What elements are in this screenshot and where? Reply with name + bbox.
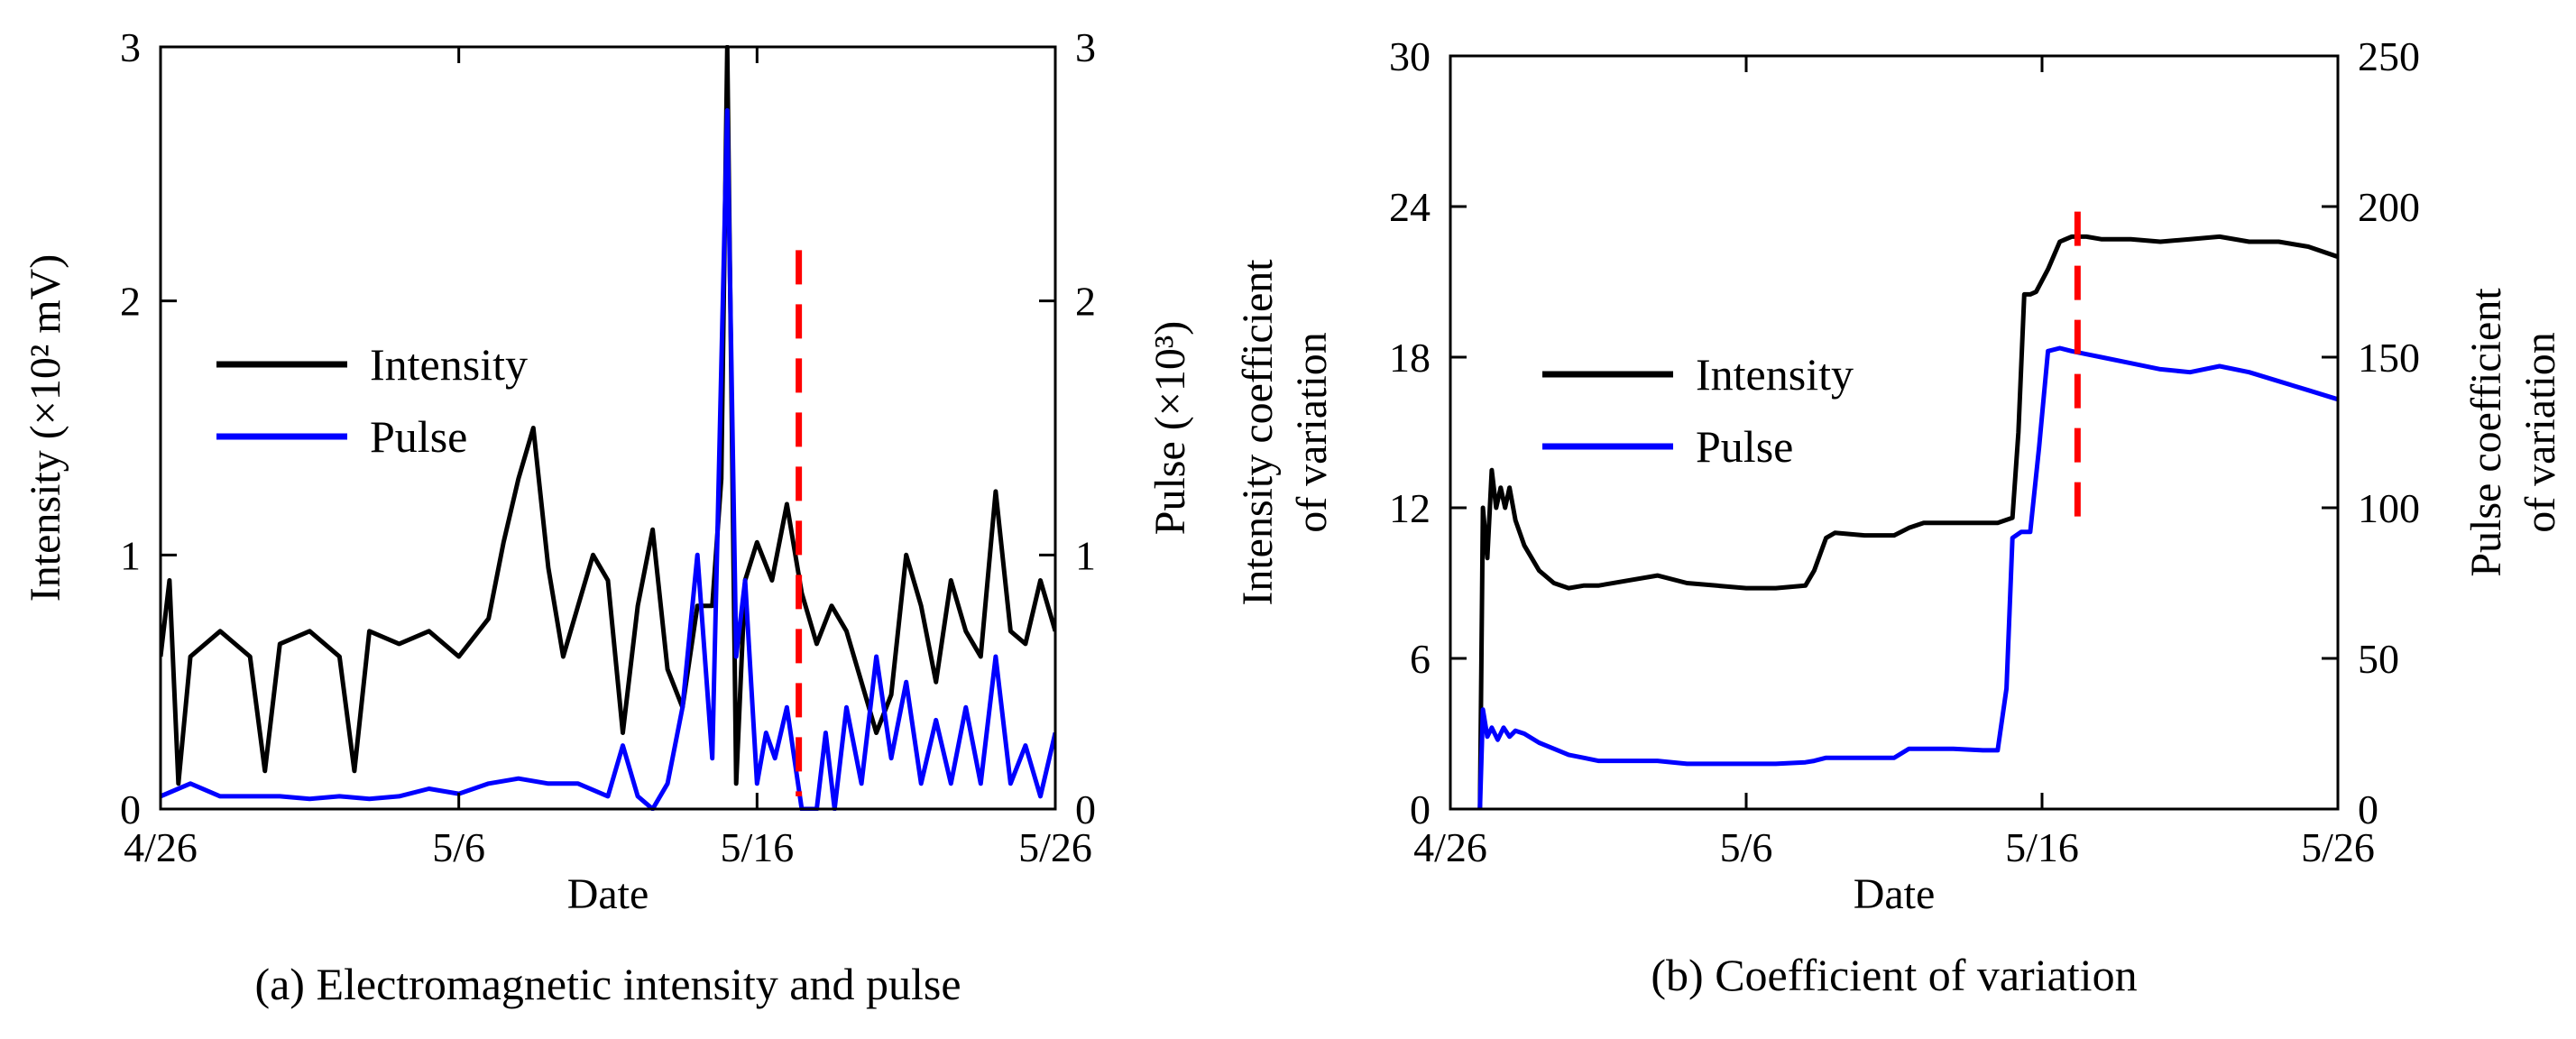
y-left-tick-label: 0 — [120, 786, 141, 832]
y-left-tick-label: 30 — [1389, 33, 1431, 79]
plot-frame — [1449, 54, 2340, 811]
x-tick-label: 4/26 — [124, 824, 198, 870]
legend-label-intensity: Intensity — [1696, 349, 1854, 400]
y-left-tick-label: 6 — [1410, 636, 1431, 682]
y-left-tick-label: 24 — [1389, 184, 1431, 230]
y-left-axis-label: Intensity coefficient of variation — [1234, 259, 1336, 606]
y-right-tick-label: 0 — [2358, 786, 2378, 832]
x-axis-label: Date — [567, 870, 649, 918]
series-line-pulse — [1477, 345, 2338, 810]
y-left-tick-label: 2 — [120, 279, 141, 325]
legend-label-pulse: Pulse — [1696, 421, 1793, 472]
series-line-intensity — [1477, 234, 2338, 810]
y-right-tick-label: 50 — [2358, 636, 2399, 682]
panel-caption: (a) Electromagnetic intensity and pulse — [254, 959, 961, 1009]
legend-label-pulse: Pulse — [370, 411, 467, 462]
y-right-axis-label-line: of variation — [2516, 332, 2564, 533]
x-tick-label: 4/26 — [1413, 824, 1487, 870]
series-line-pulse — [161, 107, 1055, 811]
panel-b-coefficient-of-variation: 4/26 5/6 5/16 5/260612182430050100150200250… — [1234, 33, 2564, 1000]
x-tick-label: 5/26 — [1018, 824, 1092, 870]
y-right-tick-label: 1 — [1075, 532, 1096, 578]
y-left-axis-label-line: of variation — [1288, 332, 1336, 533]
y-left-tick-label: 0 — [1410, 786, 1431, 832]
y-right-tick-label: 100 — [2358, 485, 2420, 531]
y-left-axis-label-line: Intensity coefficient — [1234, 259, 1282, 606]
x-tick-label: 5/16 — [720, 824, 794, 870]
panel-caption: (b) Coefficient of variation — [1651, 950, 2137, 1000]
y-right-tick-label: 2 — [1075, 279, 1096, 325]
legend-label-intensity: Intensity — [370, 339, 528, 390]
plot-frame — [159, 45, 1057, 811]
y-right-axis-label: Pulse coefficient of variation — [2462, 288, 2564, 577]
y-right-axis-label-line: Pulse coefficient — [2462, 288, 2510, 577]
y-left-tick-label: 12 — [1389, 485, 1431, 531]
x-axis-label: Date — [1854, 870, 1936, 918]
x-tick-label: 5/26 — [2301, 824, 2375, 870]
x-tick-label: 5/6 — [1720, 824, 1773, 870]
y-right-axis-label: Pulse (×10³) — [1146, 321, 1194, 535]
series-line-intensity — [161, 45, 1055, 786]
y-left-tick-label: 1 — [120, 532, 141, 578]
x-tick-label: 5/16 — [2005, 824, 2079, 870]
y-right-tick-label: 0 — [1075, 786, 1096, 832]
y-left-tick-label: 18 — [1389, 335, 1431, 381]
y-right-tick-label: 200 — [2358, 184, 2420, 230]
y-right-tick-label: 3 — [1075, 24, 1096, 70]
y-left-tick-label: 3 — [120, 24, 141, 70]
x-tick-label: 5/6 — [432, 824, 485, 870]
y-left-axis-label: Intensity (×10² mV) — [22, 254, 69, 602]
y-right-tick-label: 150 — [2358, 335, 2420, 381]
y-right-tick-label: 250 — [2358, 33, 2420, 79]
